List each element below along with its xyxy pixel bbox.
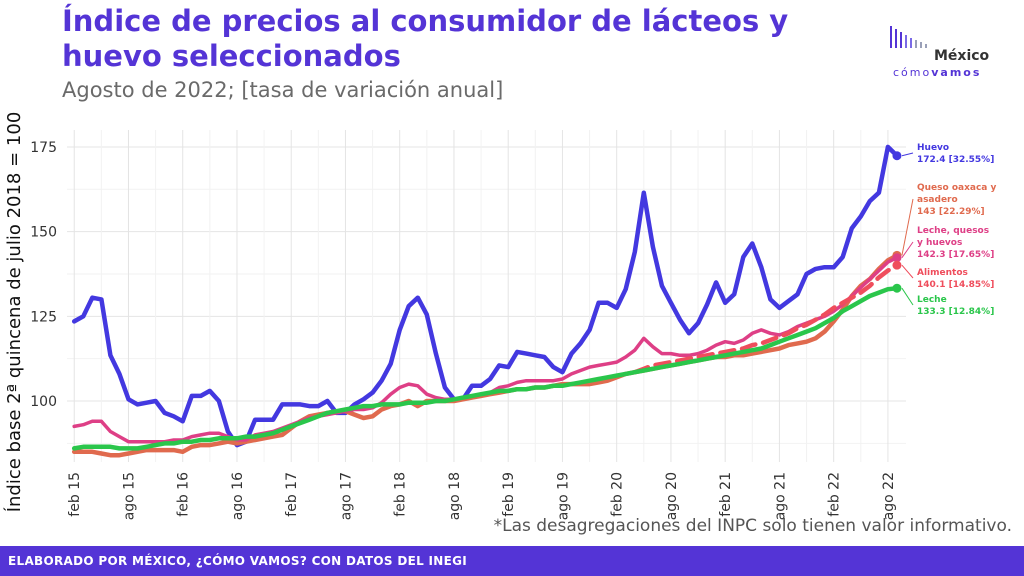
series-label-value: 172.4 [32.55%] (917, 155, 994, 165)
x-tick-label: feb 18 (393, 472, 409, 517)
series-line-queso-oaxaca-y-asadero (71, 253, 900, 458)
series (71, 144, 902, 458)
page-title: Índice de precios al consumidor de lácte… (62, 4, 789, 73)
x-tick-label: feb 16 (176, 472, 192, 517)
logo-tagline: cómovamos (893, 66, 981, 79)
series-label-name: Queso oaxaca y (917, 183, 997, 193)
series-label-name: y huevos (917, 238, 962, 248)
footer-credit: ELABORADO POR MÉXICO, ¿CÓMO VAMOS? CON D… (8, 554, 468, 568)
y-tick-label: 125 (30, 309, 57, 325)
series-label-name: Huevo (917, 143, 949, 153)
series-label-name: Alimentos (917, 268, 968, 278)
y-tick-label: 175 (30, 140, 57, 156)
series-label-value: 133.3 [12.84%] (917, 307, 994, 317)
x-tick-label: feb 21 (718, 472, 734, 517)
x-tick-label: ago 21 (772, 472, 788, 520)
x-tick-label: ago 22 (881, 472, 897, 520)
y-ticks: 100 125 150 175 (30, 140, 57, 410)
label-leader-line (901, 241, 914, 259)
logo-sub-a: cómo (893, 66, 932, 79)
series-label-name: Leche, quesos (917, 226, 989, 236)
series-endpoint (892, 283, 902, 293)
series-line-huevo (71, 144, 900, 448)
series-line-alimentos (632, 262, 900, 375)
x-tick-label: feb 20 (610, 472, 626, 517)
x-tick-label: ago 18 (447, 472, 463, 520)
logo-word: México (934, 48, 990, 64)
x-ticks: feb 15 ago 15 feb 16 ago 16 feb 17 ago 17 feb … (67, 472, 897, 520)
label-leader-line (901, 264, 914, 279)
x-tick-label: ago 20 (664, 472, 680, 520)
series-label-value: 143 [22.29%] (917, 207, 985, 217)
series-labels: Huevo 172.4 [32.55%] Queso oaxaca y asadero… (901, 143, 997, 317)
label-leader-line (901, 287, 914, 306)
series-label-value: 142.3 [17.65%] (917, 250, 994, 260)
logo-sub-b: vamos (931, 66, 982, 79)
series-label-value: 140.1 [14.85%] (917, 280, 994, 290)
x-tick-label: feb 19 (501, 472, 517, 517)
x-tick-label: ago 17 (338, 472, 354, 520)
y-axis-label: Índice base 2ª quincena de julio 2018 = … (3, 112, 25, 513)
label-leader-line (901, 198, 914, 256)
x-tick-label: ago 19 (555, 472, 571, 520)
x-tick-label: feb 17 (284, 472, 300, 517)
series-line-leche (71, 285, 900, 451)
series-endpoint (892, 260, 902, 270)
label-leader-line (901, 152, 914, 157)
y-tick-label: 150 (30, 225, 57, 241)
y-tick-label: 100 (30, 394, 57, 410)
gridlines (67, 130, 906, 462)
bars-logo-icon (890, 26, 927, 48)
mexico-como-vamos-logo (888, 26, 1008, 86)
page-subtitle: Agosto de 2022; [tasa de variación anual… (62, 78, 504, 102)
series-endpoint (892, 151, 902, 161)
series-label-name: asadero (917, 195, 958, 205)
x-tick-label: ago 15 (121, 472, 137, 520)
footer-bar: ELABORADO POR MÉXICO, ¿CÓMO VAMOS? CON D… (0, 546, 1024, 576)
footnote: *Las desagregaciones del INPC solo tiene… (493, 516, 1012, 536)
x-tick-label: ago 16 (230, 472, 246, 520)
x-tick-label: feb 22 (827, 472, 843, 517)
series-endpoint (892, 253, 902, 263)
x-tick-label: feb 15 (67, 472, 83, 517)
series-label-name: Leche (917, 295, 947, 305)
